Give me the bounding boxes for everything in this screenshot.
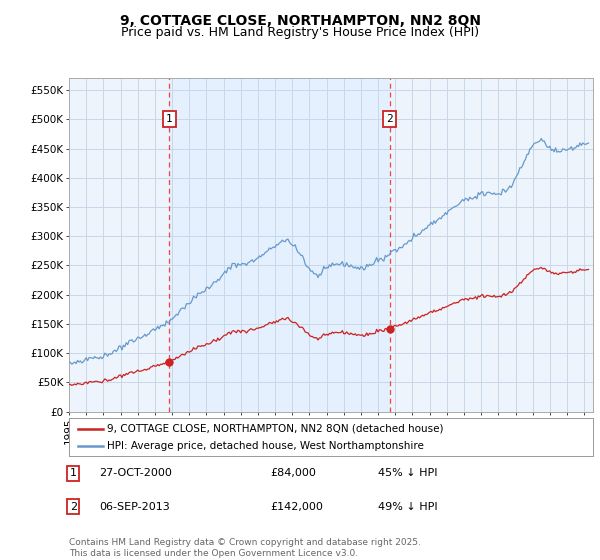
Bar [169, 78, 390, 412]
Text: 9, COTTAGE CLOSE, NORTHAMPTON, NN2 8QN (detached house): 9, COTTAGE CLOSE, NORTHAMPTON, NN2 8QN (… [107, 423, 443, 433]
Text: 06-SEP-2013: 06-SEP-2013 [99, 502, 170, 512]
Text: 1: 1 [70, 468, 77, 478]
Text: Price paid vs. HM Land Registry's House Price Index (HPI): Price paid vs. HM Land Registry's House … [121, 26, 479, 39]
Text: 9, COTTAGE CLOSE, NORTHAMPTON, NN2 8QN: 9, COTTAGE CLOSE, NORTHAMPTON, NN2 8QN [119, 14, 481, 28]
Text: 1: 1 [166, 114, 172, 124]
Text: 2: 2 [70, 502, 77, 512]
Text: Contains HM Land Registry data © Crown copyright and database right 2025.
This d: Contains HM Land Registry data © Crown c… [69, 538, 421, 558]
Text: 2: 2 [386, 114, 393, 124]
Text: HPI: Average price, detached house, West Northamptonshire: HPI: Average price, detached house, West… [107, 441, 424, 451]
Text: £142,000: £142,000 [270, 502, 323, 512]
Text: 45% ↓ HPI: 45% ↓ HPI [378, 468, 437, 478]
Text: 27-OCT-2000: 27-OCT-2000 [99, 468, 172, 478]
Text: £84,000: £84,000 [270, 468, 316, 478]
Text: 49% ↓ HPI: 49% ↓ HPI [378, 502, 437, 512]
